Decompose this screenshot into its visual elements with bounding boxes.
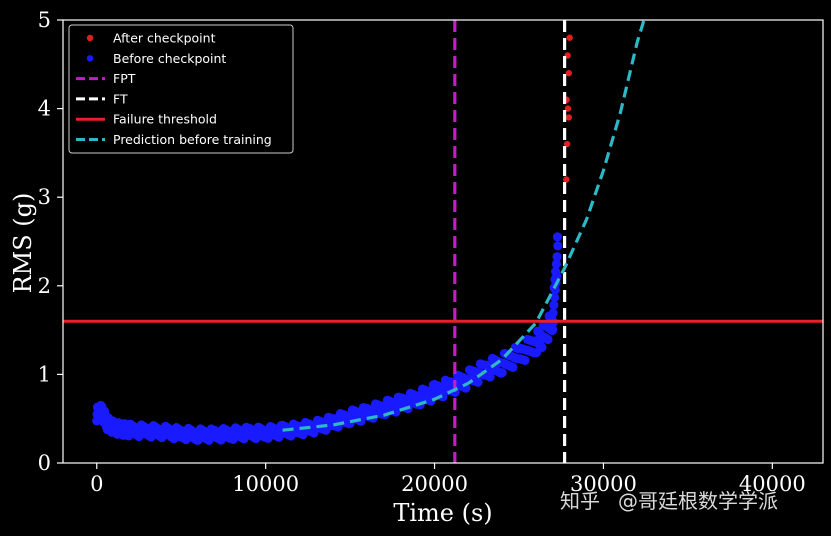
- before-checkpoint-point: [508, 362, 518, 372]
- x-tick-label: 10000: [232, 472, 299, 496]
- before-checkpoint-point: [473, 377, 483, 387]
- y-axis-label: RMS (g): [9, 193, 37, 294]
- legend-label-fpt: FPT: [113, 71, 136, 86]
- legend-label-failure-threshold: Failure threshold: [113, 112, 217, 127]
- before-checkpoint-point: [552, 252, 562, 262]
- before-checkpoint-point: [537, 342, 547, 352]
- watermark-text: @哥廷根数学学派: [618, 489, 778, 513]
- legend-label-prediction-before-training: Prediction before training: [113, 132, 272, 147]
- x-tick-label: 0: [90, 472, 103, 496]
- after-checkpoint-point: [564, 105, 572, 112]
- x-tick-label: 40000: [739, 472, 806, 496]
- y-tick-label: 1: [38, 362, 51, 386]
- y-tick-label: 3: [38, 185, 51, 209]
- legend-label-ft: FT: [113, 91, 128, 106]
- x-axis-label: Time (s): [393, 499, 492, 527]
- y-tick-label: 4: [38, 97, 51, 121]
- axes: 0 10000 20000 30000 40000 0 1 2 3 4 5: [38, 8, 824, 496]
- plot-inner: [63, 20, 823, 463]
- before-checkpoint-point: [549, 300, 559, 310]
- before-checkpoint-point: [549, 292, 560, 303]
- before-checkpoint-point: [485, 372, 495, 382]
- x-tick-label: 30000: [570, 472, 637, 496]
- legend-label-before-checkpoint: Before checkpoint: [113, 51, 226, 66]
- legend-box: [68, 24, 294, 154]
- before-checkpoint-point: [552, 232, 563, 242]
- prediction-curve: [282, 20, 646, 432]
- plot-area: [63, 20, 823, 463]
- before-checkpoint-point: [551, 259, 561, 269]
- before-checkpoint-point: [520, 355, 530, 366]
- after-checkpoint-point: [565, 114, 573, 121]
- y-tick-label: 2: [38, 274, 51, 298]
- legend-marker-after-checkpoint: [86, 34, 94, 42]
- after-checkpoint-point: [563, 140, 571, 148]
- after-checkpoint-point: [565, 69, 573, 77]
- legend-marker-before-checkpoint: [86, 55, 94, 62]
- after-checkpoint-point: [566, 34, 573, 41]
- before-checkpoint-point: [548, 308, 558, 318]
- watermark: 知乎 @哥廷根数学学派: [560, 489, 778, 513]
- before-checkpoint-point: [548, 324, 558, 335]
- x-tick-label: 20000: [401, 472, 468, 496]
- legend: After checkpoint Before checkpoint FPT FT Fa…: [68, 24, 294, 154]
- watermark-logo: 知乎: [560, 489, 600, 513]
- before-checkpoint-point: [497, 368, 507, 378]
- before-checkpoint-point: [552, 271, 562, 281]
- before-checkpoint-point: [553, 241, 563, 251]
- y-tick-label: 5: [38, 8, 51, 32]
- before-checkpoint-point: [438, 392, 448, 402]
- after-checkpoint-point: [563, 176, 570, 183]
- y-tick-label: 0: [38, 451, 51, 475]
- axes-frame: [62, 19, 824, 464]
- before-checkpoint-point: [543, 334, 553, 345]
- legend-label-after-checkpoint: After checkpoint: [113, 31, 216, 46]
